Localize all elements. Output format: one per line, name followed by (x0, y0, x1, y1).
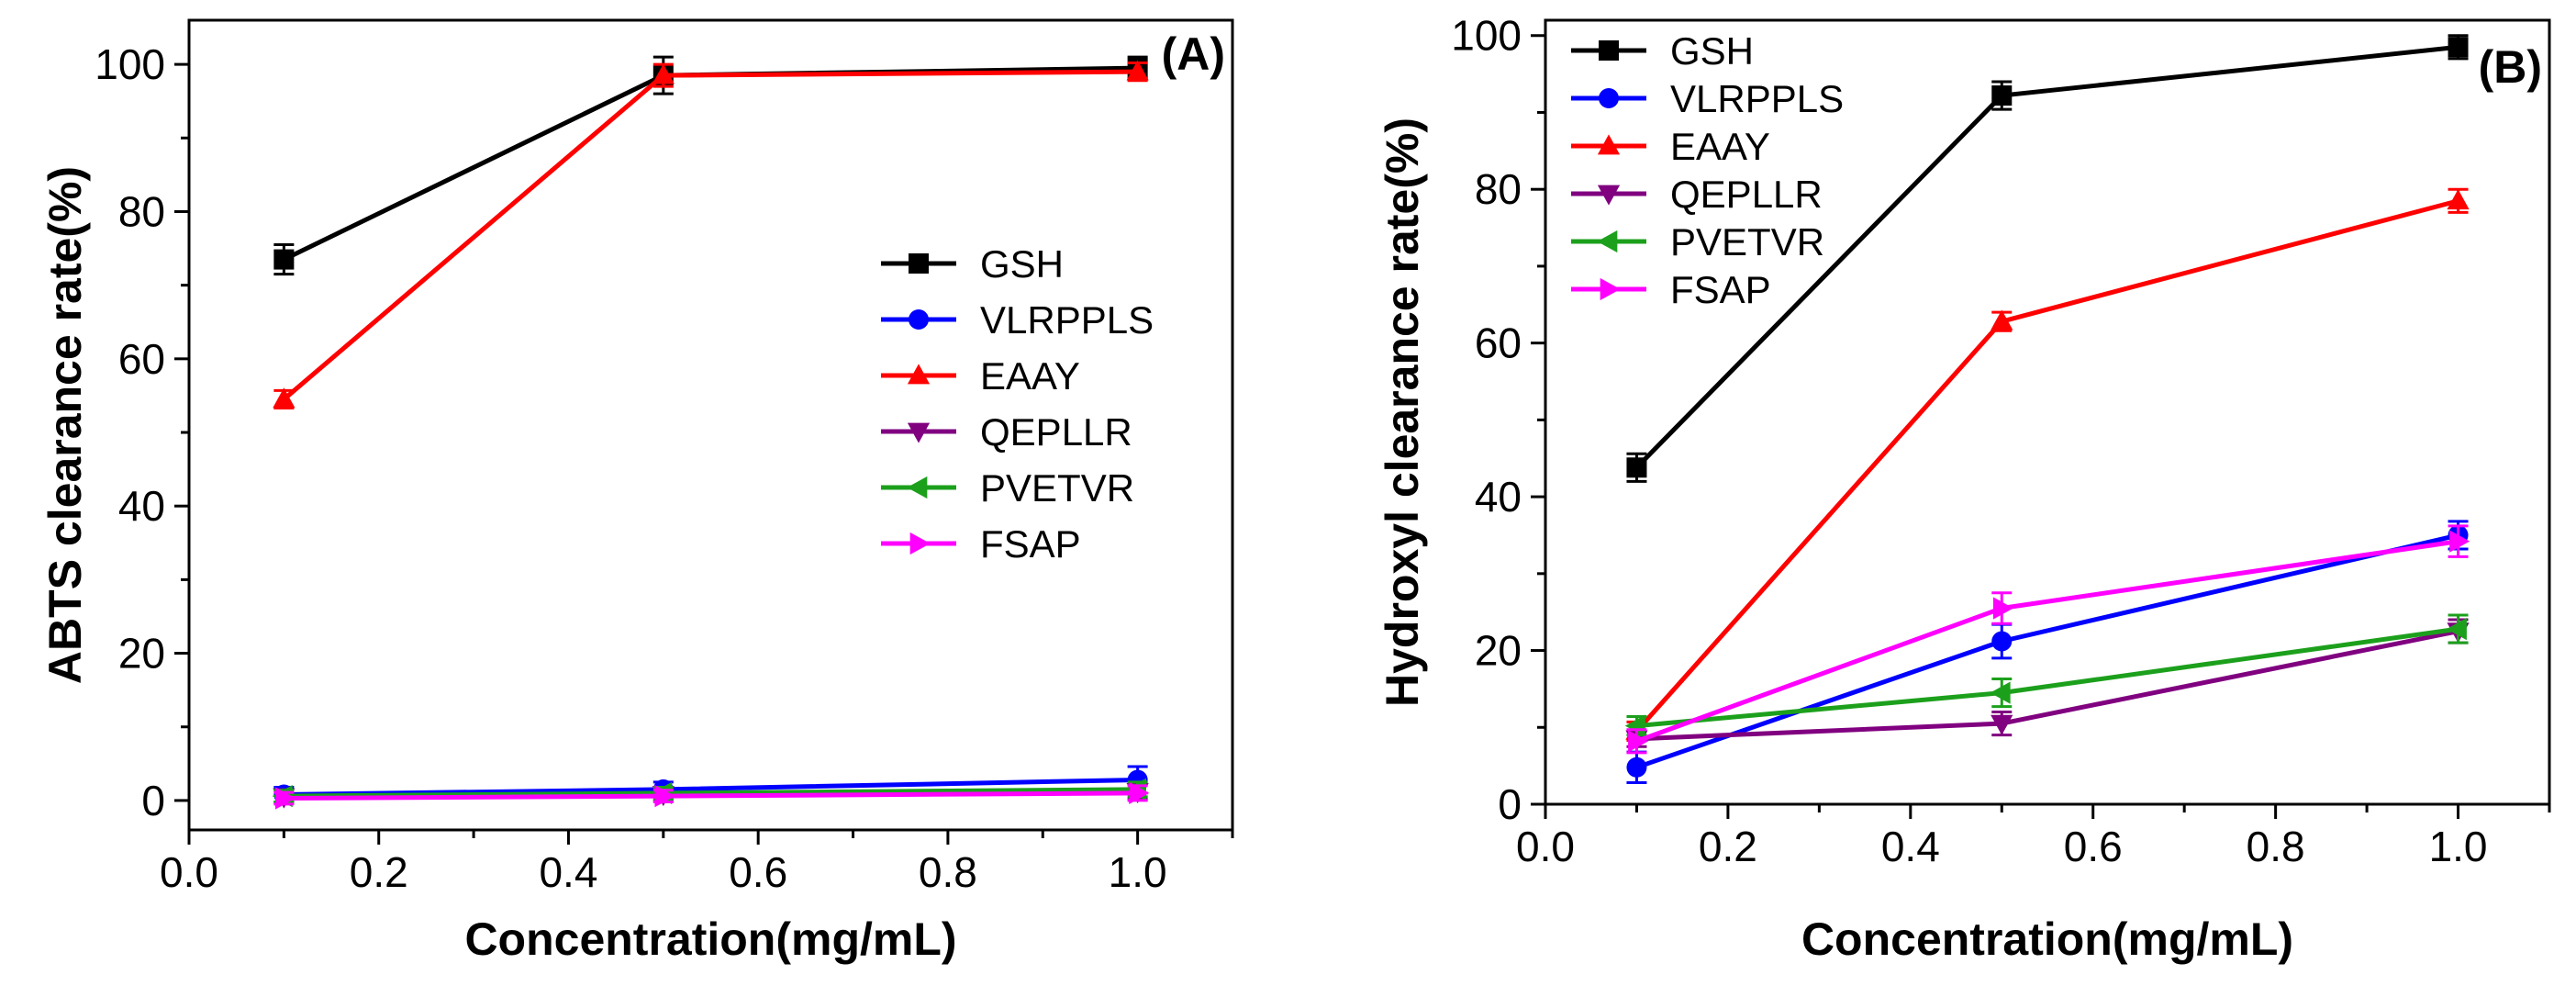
legend-label: FSAP (1670, 268, 1771, 311)
x-tick-label: 0.4 (539, 848, 597, 896)
legend-marker (907, 364, 931, 385)
legend-marker (1597, 134, 1621, 155)
chart-panel-b: 0.0 0.2 0.4 0.6 0.8 1.0 0 20 40 60 80 100 Concentrat… (1377, 12, 2551, 965)
data-point (1991, 714, 2013, 735)
y-tick-label: 40 (1475, 473, 1522, 521)
data-point (1126, 60, 1149, 81)
x-axis-title: Concentration(mg/mL) (1801, 913, 2293, 965)
series-fsap (1626, 524, 2470, 755)
legend-label: PVETVR (980, 466, 1134, 510)
data-point (1992, 597, 2013, 620)
data-point (2447, 189, 2470, 210)
data-point (1129, 781, 1150, 805)
data-point (1628, 730, 1649, 753)
x-tick-label: 0.0 (160, 848, 218, 896)
y-tick-label: 60 (118, 335, 165, 383)
y-tick-label: 100 (1451, 12, 1522, 60)
data-point (2448, 37, 2469, 58)
y-tick-label: 40 (118, 482, 165, 530)
data-point (2446, 618, 2467, 641)
legend-label: QEPLLR (1670, 173, 1823, 216)
data-point (2449, 530, 2470, 553)
plot-frame (187, 18, 1234, 832)
x-tick-label: 1.0 (2429, 823, 2488, 870)
data-point (652, 63, 675, 84)
series-line (1635, 539, 2459, 744)
legend-marker (907, 476, 928, 499)
series-line (282, 69, 1138, 401)
chart-panel-a: 0.0 0.2 0.4 0.6 0.8 1.0 0 20 40 60 80 100 Concentrat… (39, 18, 1234, 965)
x-tick-label: 0.8 (2247, 823, 2305, 870)
y-tick-label: 60 (1475, 319, 1522, 367)
data-point (1990, 681, 2011, 704)
data-point (275, 787, 296, 810)
data-point (654, 785, 675, 808)
y-tick-label: 20 (1475, 627, 1522, 675)
x-tick-label: 0.8 (919, 848, 977, 896)
legend-label: GSH (1670, 29, 1754, 73)
series-line (1636, 626, 2459, 729)
legend-marker (909, 309, 929, 330)
legend-label: PVETVR (1670, 220, 1824, 263)
legend: GSH VLRPPLS EAAY QEPLLR PVETVR FSAP (881, 242, 1154, 566)
data-point (1626, 457, 1647, 478)
legend-marker (1599, 88, 1619, 108)
legend-label: VLRPPLS (980, 298, 1154, 342)
series-pvetvr (1624, 613, 2469, 737)
y-axis-title: Hydroxyl clearance rate(%) (1377, 118, 1428, 707)
data-point (1991, 631, 2013, 652)
x-tick-label: 1.0 (1109, 848, 1167, 896)
series-line (283, 65, 1138, 262)
x-tick-label: 0.4 (1881, 823, 1940, 870)
y-tick-label: 80 (118, 187, 165, 235)
y-tick-label: 20 (118, 630, 165, 678)
data-point (1991, 309, 2013, 331)
legend-label: QEPLLR (980, 410, 1132, 454)
data-point (1624, 714, 1645, 737)
y-tick-label: 0 (1498, 780, 1522, 828)
x-tick-label: 0.6 (2064, 823, 2123, 870)
legend-marker (1599, 40, 1619, 61)
legend-marker (909, 532, 931, 555)
legend-label: GSH (980, 242, 1064, 286)
series-fsap (273, 781, 1150, 810)
data-point (273, 249, 295, 270)
plot-frame (1544, 18, 2551, 806)
y-axis-title: ABTS clearance rate(%) (39, 166, 91, 684)
legend-marker (1600, 277, 1621, 301)
series-gsh (1626, 34, 2469, 483)
x-tick-label: 0.2 (1699, 823, 1757, 870)
x-tick-label: 0.0 (1516, 823, 1575, 870)
data-point (1991, 85, 2013, 106)
panel-label: (A) (1162, 28, 1225, 80)
data-point (273, 387, 296, 409)
y-tick-label: 80 (1475, 165, 1522, 213)
legend-marker (909, 253, 929, 274)
data-point (1626, 756, 1647, 778)
x-axis-title: Concentration(mg/mL) (464, 913, 956, 965)
legend-label: EAAY (980, 354, 1080, 398)
y-tick-label: 100 (95, 40, 165, 88)
legend-label: EAAY (1670, 125, 1770, 168)
y-tick-label: 0 (141, 777, 165, 824)
legend-marker (1597, 230, 1618, 253)
x-tick-label: 0.2 (350, 848, 408, 896)
legend-marker (907, 422, 931, 443)
series-eaay (273, 60, 1149, 410)
legend-label: VLRPPLS (1670, 77, 1844, 120)
legend-marker (1597, 185, 1621, 206)
panel-label: (B) (2479, 41, 2542, 93)
legend-label: FSAP (980, 522, 1081, 566)
x-tick-label: 0.6 (729, 848, 787, 896)
